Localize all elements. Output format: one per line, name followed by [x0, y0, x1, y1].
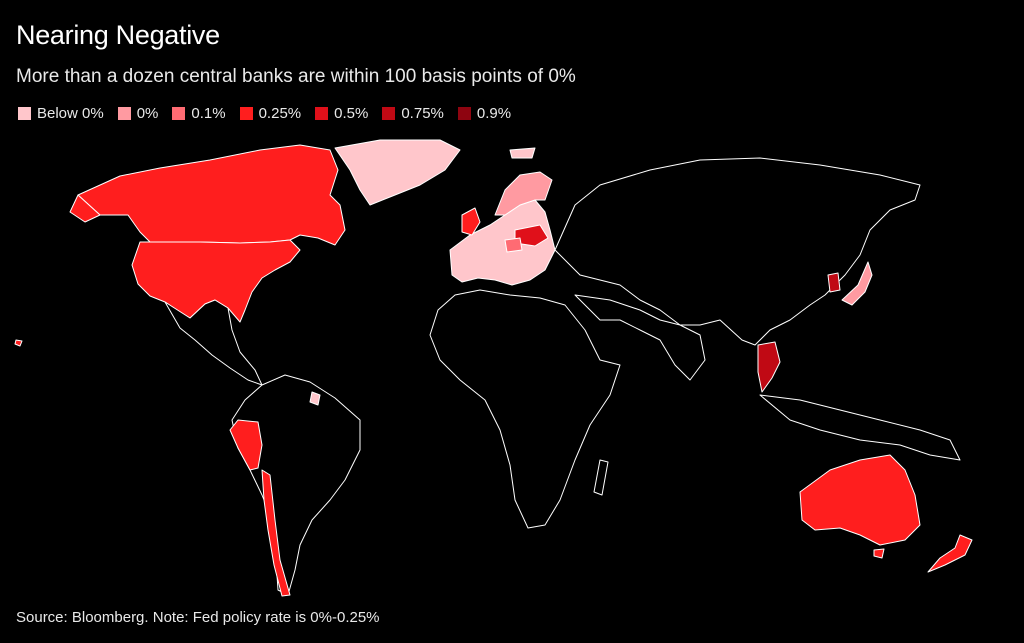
legend-item-below-zero: Below 0%: [18, 105, 104, 122]
region-uk: [461, 207, 481, 236]
legend-label: 0.5%: [334, 105, 369, 122]
world-map: [14, 139, 973, 597]
legend-item-0-5: 0.5%: [315, 105, 368, 122]
legend-label: 0.25%: [258, 105, 302, 122]
legend-label: Below 0%: [37, 105, 104, 122]
region-asia: [554, 157, 921, 346]
region-south-korea: [827, 272, 841, 293]
legend-item-zero: 0%: [117, 105, 159, 122]
legend-swatch: [18, 107, 31, 120]
region-chile: [261, 469, 291, 597]
legend-swatch: [172, 107, 186, 120]
region-canada: [77, 144, 346, 246]
chart-title: Nearing Negative: [16, 20, 220, 50]
region-se-asia-islands: [759, 394, 961, 461]
legend-swatch: [117, 107, 131, 120]
region-africa: [429, 289, 621, 529]
legend-swatch: [457, 107, 471, 120]
legend-label: 0.75%: [401, 105, 444, 122]
source-note: Source: Bloomberg. Note: Fed policy rate…: [16, 609, 380, 626]
region-madagascar: [593, 459, 609, 496]
region-tasmania: [873, 548, 885, 559]
region-guyana: [309, 391, 321, 406]
region-usa: [131, 239, 301, 323]
legend: Below 0% 0% 0.1% 0.25% 0.5% 0.75% 0.9%: [18, 105, 525, 122]
map-land: [14, 139, 973, 597]
legend-label: 0.9%: [476, 105, 512, 122]
region-mexico-central-america: [164, 299, 263, 386]
legend-item-0-75: 0.75%: [382, 105, 444, 122]
region-thailand: [757, 341, 781, 393]
legend-item-0-25: 0.25%: [239, 105, 302, 122]
legend-item-0-9: 0.9%: [457, 105, 512, 122]
region-peru: [229, 419, 263, 471]
legend-item-0-1: 0.1%: [172, 105, 226, 122]
region-arabia-india: [574, 294, 706, 381]
legend-label: 0%: [136, 105, 159, 122]
region-svalbard: [509, 147, 536, 159]
region-alaska: [69, 194, 101, 223]
region-new-zealand: [927, 534, 973, 573]
region-scandinavia: [494, 171, 553, 216]
legend-label: 0.1%: [191, 105, 226, 122]
chart-subtitle: More than a dozen central banks are with…: [16, 66, 576, 87]
region-czech: [504, 237, 523, 253]
legend-swatch: [239, 107, 253, 120]
region-hawaii: [14, 339, 23, 347]
legend-swatch: [315, 107, 329, 120]
region-australia: [799, 454, 921, 546]
legend-swatch: [382, 107, 396, 120]
region-south-america: [231, 374, 361, 596]
region-japan: [841, 261, 873, 306]
region-greenland: [334, 139, 461, 206]
